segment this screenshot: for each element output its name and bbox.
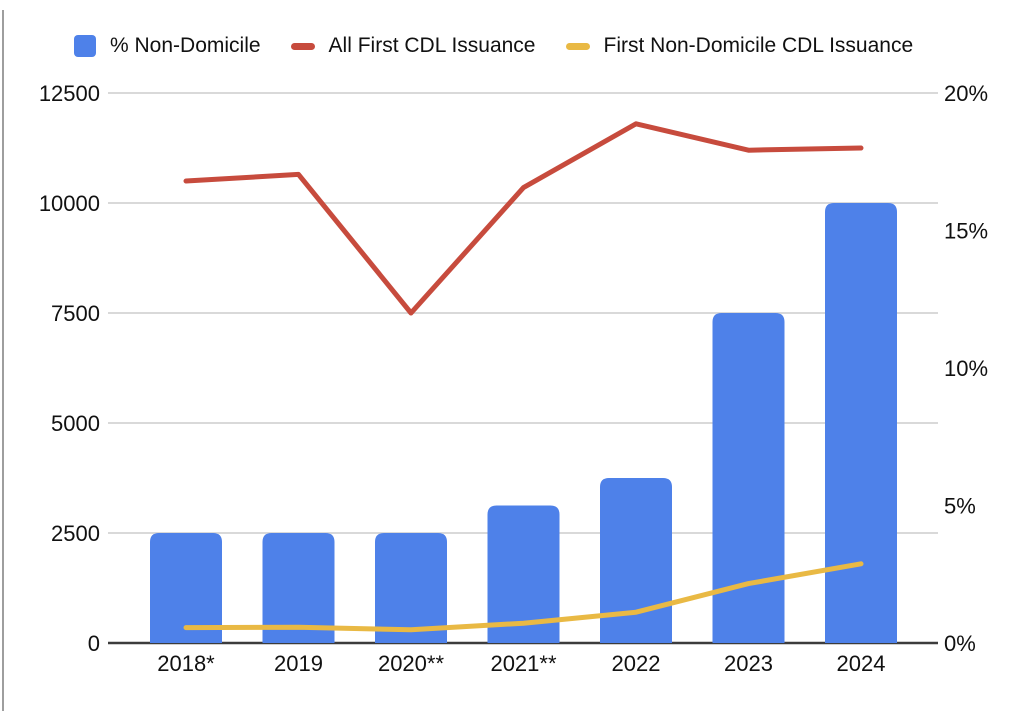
bar-2021**[interactable] xyxy=(487,505,560,644)
bar-2024[interactable] xyxy=(825,203,897,643)
legend-item-pct-non-domicile[interactable]: % Non-Domicile xyxy=(74,34,261,58)
left-axis-tick-label: 5000 xyxy=(51,411,100,436)
legend-label: First Non-Domicile CDL Issuance xyxy=(603,34,914,57)
window-edge-line xyxy=(2,10,4,711)
bar-2022[interactable] xyxy=(600,478,672,643)
x-axis-label-2018*: 2018* xyxy=(157,651,215,676)
line-series-swatch-icon xyxy=(565,42,590,50)
bar-2018*[interactable] xyxy=(150,533,222,643)
left-axis-tick-label: 7500 xyxy=(51,301,100,326)
right-axis-tick-label: 20% xyxy=(944,81,988,106)
legend-item-first-non-domicile-cdl[interactable]: First Non-Domicile CDL Issuance xyxy=(565,34,914,58)
legend-item-all-first-cdl[interactable]: All First CDL Issuance xyxy=(290,34,536,58)
right-axis-tick-label: 5% xyxy=(944,494,976,519)
chart-legend: % Non-Domicile All First CDL Issuance Fi… xyxy=(74,33,913,59)
bar-2023[interactable] xyxy=(712,313,785,643)
x-axis-label-2024: 2024 xyxy=(837,651,886,676)
legend-label: % Non-Domicile xyxy=(110,34,261,57)
line-series-swatch-icon xyxy=(290,42,315,50)
line-series[interactable] xyxy=(183,121,864,316)
left-axis-tick-label: 10000 xyxy=(39,191,100,216)
left-axis-tick-label: 2500 xyxy=(51,521,100,546)
left-axis-tick-label: 0 xyxy=(88,631,100,656)
x-axis-label-2020**: 2020** xyxy=(378,651,445,676)
bar-2019[interactable] xyxy=(262,533,335,643)
right-axis-tick-label: 15% xyxy=(944,219,988,244)
bar-2020**[interactable] xyxy=(375,533,447,643)
x-axis-label-2023: 2023 xyxy=(724,651,773,676)
left-axis-tick-label: 12500 xyxy=(39,81,100,106)
x-axis-label-2021**: 2021** xyxy=(490,651,557,676)
line-series[interactable] xyxy=(183,561,864,633)
bar-series-swatch-icon xyxy=(74,35,96,57)
right-axis-tick-label: 10% xyxy=(944,356,988,381)
x-axis-label-2022: 2022 xyxy=(612,651,661,676)
right-axis-tick-label: 0% xyxy=(944,631,976,656)
legend-label: All First CDL Issuance xyxy=(328,34,536,57)
x-axis-label-2019: 2019 xyxy=(274,651,323,676)
